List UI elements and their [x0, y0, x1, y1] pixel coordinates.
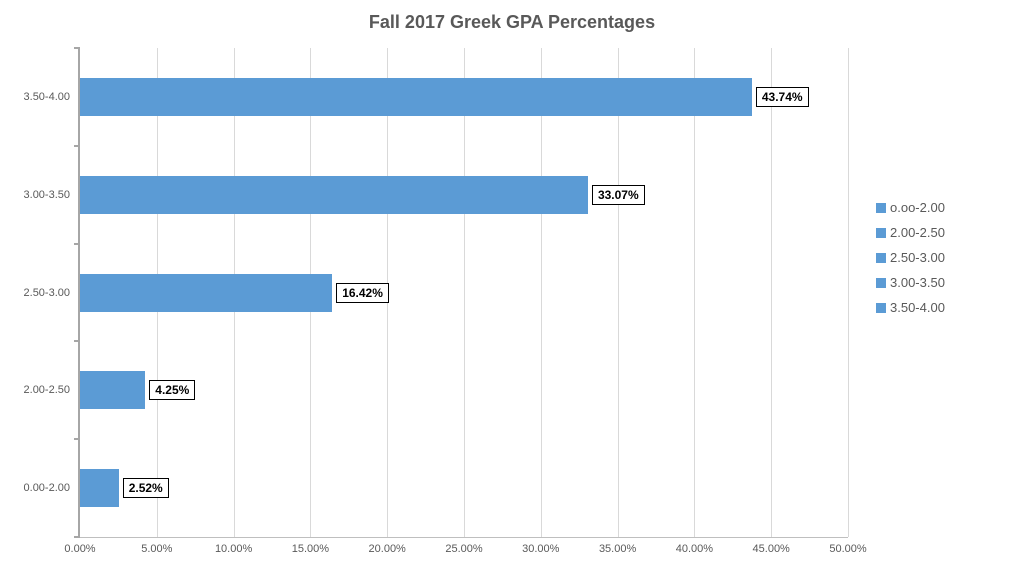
- y-tick-label: 2.00-2.50: [24, 384, 70, 396]
- bar-value-label: 16.42%: [336, 283, 389, 303]
- legend-item: 3.50-4.00: [876, 300, 945, 315]
- x-gridline: [541, 48, 542, 537]
- chart-container: Fall 2017 Greek GPA Percentages 0.00%5.0…: [0, 0, 1024, 576]
- legend-swatch: [876, 303, 886, 313]
- legend-item: 2.50-3.00: [876, 250, 945, 265]
- legend-label: o.oo-2.00: [890, 200, 945, 215]
- x-gridline: [618, 48, 619, 537]
- legend-swatch: [876, 278, 886, 288]
- x-tick-label: 25.00%: [445, 543, 482, 555]
- bar: [80, 78, 752, 116]
- x-gridline: [848, 48, 849, 537]
- y-major-tick: [74, 438, 80, 440]
- legend-swatch: [876, 253, 886, 263]
- legend-label: 2.50-3.00: [890, 250, 945, 265]
- legend-label: 3.50-4.00: [890, 300, 945, 315]
- x-gridline: [464, 48, 465, 537]
- y-major-tick: [74, 340, 80, 342]
- legend-item: 3.00-3.50: [876, 275, 945, 290]
- bar-value-label: 4.25%: [149, 380, 195, 400]
- x-gridline: [694, 48, 695, 537]
- y-tick-label: 3.00-3.50: [24, 189, 70, 201]
- legend-swatch: [876, 203, 886, 213]
- y-major-tick: [74, 243, 80, 245]
- bar: [80, 371, 145, 409]
- x-tick-label: 15.00%: [292, 543, 329, 555]
- y-major-tick: [74, 145, 80, 147]
- bar-value-label: 33.07%: [592, 185, 645, 205]
- bar: [80, 274, 332, 312]
- bar: [80, 469, 119, 507]
- legend-item: 2.00-2.50: [876, 225, 945, 240]
- x-tick-label: 50.00%: [829, 543, 866, 555]
- bar-value-label: 2.52%: [123, 478, 169, 498]
- x-tick-label: 45.00%: [753, 543, 790, 555]
- x-tick-label: 5.00%: [141, 543, 172, 555]
- y-tick-label: 2.50-3.00: [24, 287, 70, 299]
- x-tick-label: 30.00%: [522, 543, 559, 555]
- legend: o.oo-2.00 2.00-2.50 2.50-3.00 3.00-3.50 3.50…: [876, 200, 945, 325]
- x-tick-label: 20.00%: [369, 543, 406, 555]
- y-tick-label: 3.50-4.00: [24, 91, 70, 103]
- bar: [80, 176, 588, 214]
- legend-label: 2.00-2.50: [890, 225, 945, 240]
- x-tick-label: 35.00%: [599, 543, 636, 555]
- legend-swatch: [876, 228, 886, 238]
- y-major-tick: [74, 47, 80, 49]
- x-gridline: [771, 48, 772, 537]
- plot-area: 0.00%5.00%10.00%15.00%20.00%25.00%30.00%…: [78, 48, 848, 538]
- x-tick-label: 40.00%: [676, 543, 713, 555]
- legend-item: o.oo-2.00: [876, 200, 945, 215]
- y-tick-label: 0.00-2.00: [24, 482, 70, 494]
- y-major-tick: [74, 536, 80, 538]
- x-tick-label: 10.00%: [215, 543, 252, 555]
- bar-value-label: 43.74%: [756, 87, 809, 107]
- x-tick-label: 0.00%: [64, 543, 95, 555]
- legend-label: 3.00-3.50: [890, 275, 945, 290]
- chart-title: Fall 2017 Greek GPA Percentages: [0, 12, 1024, 33]
